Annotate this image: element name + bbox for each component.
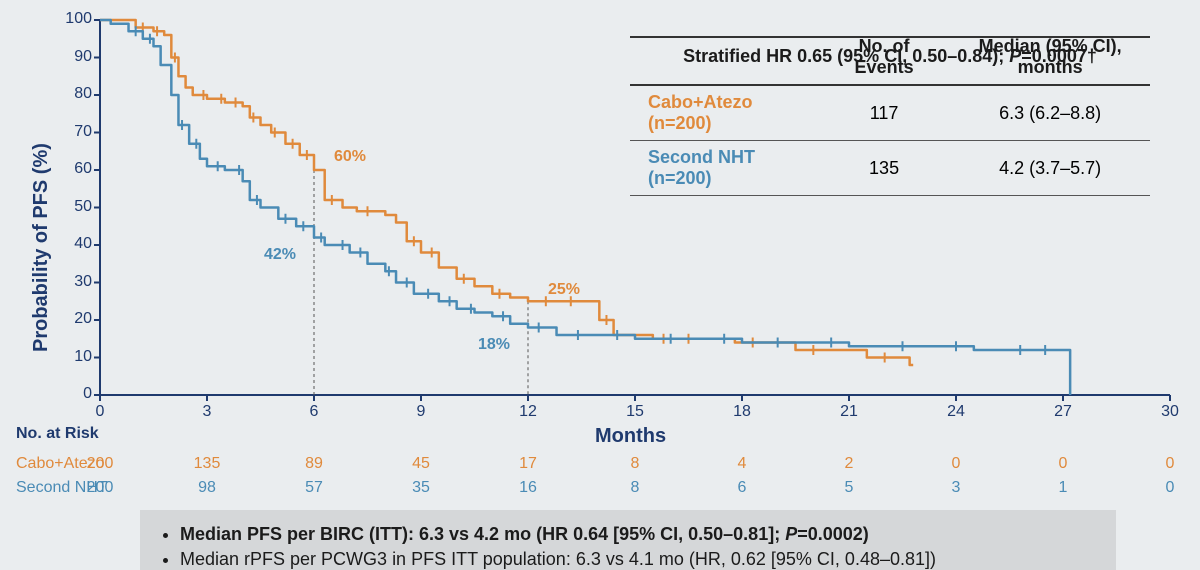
y-tick: 80: [52, 85, 92, 103]
summary-row-label: Cabo+Atezo (n=200): [630, 85, 818, 141]
risk-cell: 45: [412, 455, 430, 473]
risk-cell: 16: [519, 479, 537, 497]
risk-cell: 35: [412, 479, 430, 497]
risk-cell: 0: [1166, 479, 1175, 497]
y-tick: 60: [52, 160, 92, 178]
risk-cell: 0: [1166, 455, 1175, 473]
y-tick: 40: [52, 235, 92, 253]
risk-cell: 98: [198, 479, 216, 497]
risk-cell: 8: [631, 455, 640, 473]
x-tick: 0: [96, 403, 105, 421]
risk-cell: 3: [952, 479, 961, 497]
summary-events: 135: [818, 141, 950, 196]
x-tick: 27: [1054, 403, 1072, 421]
x-tick: 21: [840, 403, 858, 421]
risk-cell: 0: [1059, 455, 1068, 473]
risk-cell: 89: [305, 455, 323, 473]
x-tick: 24: [947, 403, 965, 421]
summary-header: [630, 30, 818, 85]
footnote-item: Median PFS per BIRC (ITT): 6.3 vs 4.2 mo…: [180, 524, 1098, 545]
y-tick: 100: [52, 10, 92, 28]
risk-cell: 200: [87, 455, 114, 473]
y-tick: 0: [52, 385, 92, 403]
risk-cell: 1: [1059, 479, 1068, 497]
footnote-box: Median PFS per BIRC (ITT): 6.3 vs 4.2 mo…: [140, 510, 1116, 570]
risk-cell: 8: [631, 479, 640, 497]
risk-cell: 135: [194, 455, 221, 473]
summary-median: 4.2 (3.7–5.7): [950, 141, 1150, 196]
risk-cell: 6: [738, 479, 747, 497]
footnote-item: Median rPFS per PCWG3 in PFS ITT populat…: [180, 549, 1098, 570]
risk-cell: 17: [519, 455, 537, 473]
risk-cell: 0: [952, 455, 961, 473]
km-annotation: 25%: [548, 281, 580, 299]
km-annotation: 18%: [478, 336, 510, 354]
summary-table: No. of EventsMedian (95% CI), monthsCabo…: [630, 30, 1150, 67]
y-tick: 20: [52, 310, 92, 328]
summary-header: Median (95% CI), months: [950, 30, 1150, 85]
x-tick: 15: [626, 403, 644, 421]
summary-header: No. of Events: [818, 30, 950, 85]
x-tick: 9: [417, 403, 426, 421]
x-tick: 18: [733, 403, 751, 421]
x-tick: 6: [310, 403, 319, 421]
y-tick: 70: [52, 123, 92, 141]
y-tick: 30: [52, 273, 92, 291]
x-tick: 3: [203, 403, 212, 421]
risk-cell: 4: [738, 455, 747, 473]
km-annotation: 60%: [334, 148, 366, 166]
summary-median: 6.3 (6.2–8.8): [950, 85, 1150, 141]
y-tick: 10: [52, 348, 92, 366]
risk-header: No. at Risk: [16, 425, 99, 443]
summary-row-label: Second NHT (n=200): [630, 141, 818, 196]
summary-table-inner: No. of EventsMedian (95% CI), months Cabo…: [630, 30, 1150, 196]
y-tick: 90: [52, 48, 92, 66]
risk-cell: 2: [845, 455, 854, 473]
x-axis-title: Months: [595, 425, 666, 448]
x-tick: 12: [519, 403, 537, 421]
risk-cell: 5: [845, 479, 854, 497]
summary-events: 117: [818, 85, 950, 141]
risk-cell: 57: [305, 479, 323, 497]
x-tick: 30: [1161, 403, 1179, 421]
km-annotation: 42%: [264, 246, 296, 264]
risk-cell: 200: [87, 479, 114, 497]
y-tick: 50: [52, 198, 92, 216]
